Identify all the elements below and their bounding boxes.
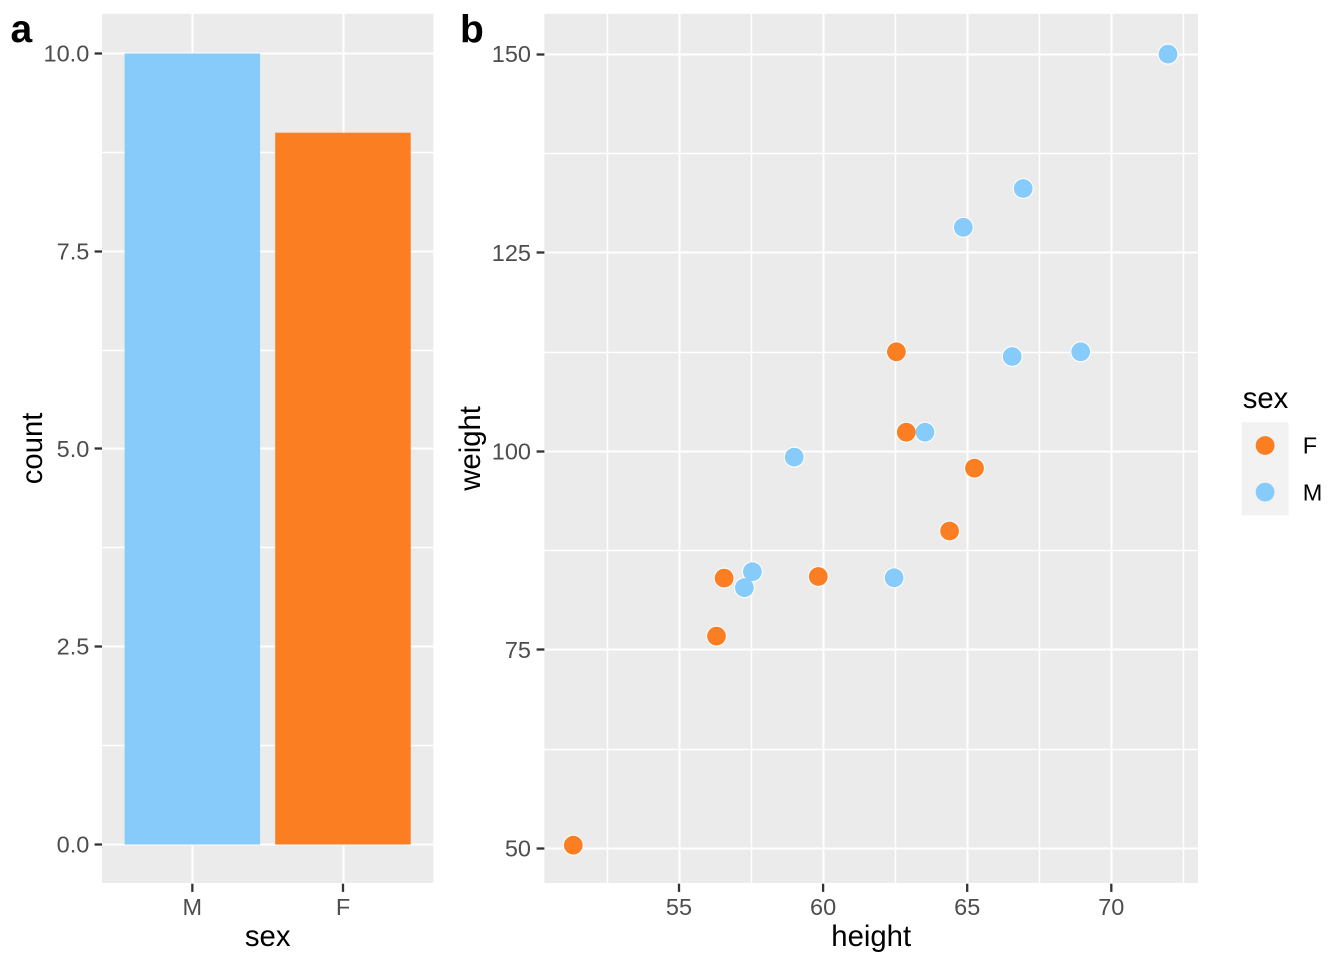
svg-text:sex: sex — [245, 920, 291, 953]
svg-text:sex: sex — [1243, 382, 1289, 415]
svg-text:150: 150 — [492, 41, 531, 67]
svg-text:a: a — [11, 8, 33, 51]
svg-text:70: 70 — [1098, 894, 1124, 920]
svg-text:M: M — [183, 894, 203, 920]
svg-text:65: 65 — [954, 894, 980, 920]
svg-text:100: 100 — [492, 438, 531, 464]
svg-text:7.5: 7.5 — [57, 238, 90, 264]
svg-text:10.0: 10.0 — [44, 41, 90, 67]
svg-text:height: height — [831, 920, 911, 953]
svg-text:50: 50 — [505, 836, 531, 862]
svg-text:125: 125 — [492, 240, 531, 266]
svg-text:F: F — [336, 894, 350, 920]
svg-text:2.5: 2.5 — [57, 634, 90, 660]
svg-text:75: 75 — [505, 637, 531, 663]
svg-text:b: b — [460, 9, 484, 52]
svg-text:M: M — [1303, 479, 1323, 505]
svg-text:55: 55 — [666, 894, 692, 920]
svg-text:weight: weight — [454, 406, 487, 492]
svg-text:0.0: 0.0 — [57, 831, 90, 857]
svg-text:5.0: 5.0 — [57, 436, 90, 462]
svg-text:count: count — [16, 413, 49, 485]
svg-text:60: 60 — [810, 894, 836, 920]
svg-text:F: F — [1303, 433, 1317, 459]
